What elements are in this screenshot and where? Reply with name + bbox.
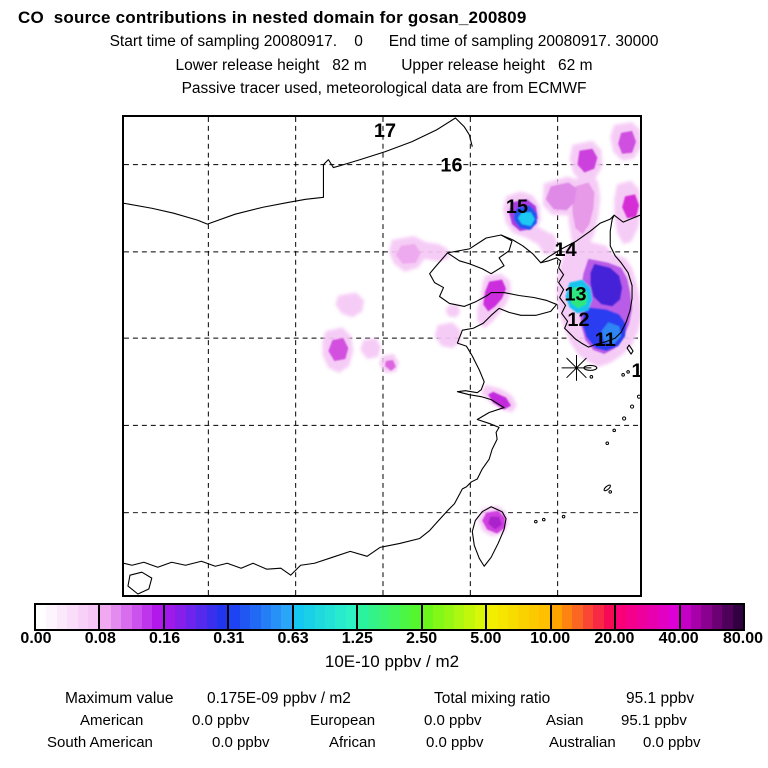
china-coast	[124, 252, 558, 576]
colorbar-segment-9	[616, 605, 681, 629]
trajectory-hour-label: 16	[440, 155, 462, 177]
tracer-info-line: Passive tracer used, meteorological data…	[181, 80, 587, 97]
colorbar-segment-4	[293, 605, 359, 629]
colorbar	[34, 603, 745, 631]
colorbar-segment-3	[229, 605, 294, 629]
colorbar-tick-label: 1.25	[341, 630, 373, 647]
coastline-layer	[124, 117, 640, 595]
trajectory-hour-label: 11	[595, 329, 616, 351]
release-heights-line: Lower release height 82 m Upper release …	[175, 57, 593, 74]
max-value-label: Maximum value	[65, 690, 174, 707]
plume-core-layer	[328, 130, 640, 534]
colorbar-segment-6	[422, 605, 488, 629]
trajectory-hour-label: 14	[555, 239, 577, 261]
region-name: Asian	[546, 712, 584, 729]
taiwan-island	[471, 506, 507, 567]
region-value: 0.0 ppbv	[192, 712, 250, 729]
region-name: Australian	[549, 734, 616, 751]
trajectory-hour-label: 13	[564, 283, 586, 305]
trajectory-hour-label: 1	[632, 360, 640, 382]
colorbar-tick-label: 40.00	[658, 630, 699, 647]
colorbar-tick-label: 80.00	[722, 630, 763, 647]
region-value: 0.0 ppbv	[212, 734, 270, 751]
colorbar-tick-label: 5.00	[470, 630, 502, 647]
trajectory-hour-label: 15	[506, 196, 528, 218]
region-value: 0.0 ppbv	[424, 712, 482, 729]
colorbar-tick-label: 0.16	[148, 630, 181, 647]
colorbar-unit: 10E-10 ppbv / m2	[324, 652, 460, 671]
colorbar-tick-label: 0.63	[277, 630, 309, 647]
trajectory-hour-label: 12	[567, 309, 589, 331]
region-value: 95.1 ppbv	[621, 712, 687, 729]
region-name: American	[80, 712, 144, 729]
max-value: 0.175E-09 ppbv / m2	[207, 690, 351, 707]
small-islands	[534, 370, 640, 524]
colorbar-tick-label: 0.08	[84, 630, 116, 647]
liaodong-peninsula	[446, 234, 513, 275]
colorbar-tick-label: 0.31	[213, 630, 245, 647]
korea-coast	[540, 214, 633, 348]
colorbar-segment-2	[164, 605, 230, 629]
colorbar-segment-7	[487, 605, 552, 629]
trajectory-hour-label: 17	[374, 120, 396, 142]
region-name: European	[310, 712, 376, 729]
colorbar-tick-label: 2.50	[406, 630, 438, 647]
colorbar-tick-label: 10.00	[530, 630, 571, 647]
colorbar-tick-label: 0.00	[20, 630, 52, 647]
region-name: African	[329, 734, 376, 751]
gosan-receptor-star-icon	[561, 355, 592, 381]
tsushima-island	[626, 344, 634, 355]
region-value: 0.0 ppbv	[643, 734, 701, 751]
colorbar-segment-0	[36, 605, 101, 629]
colorbar-segment-1	[100, 605, 165, 629]
ryukyu-island	[603, 484, 612, 492]
figure-title: CO source contributions in nested domain…	[18, 8, 527, 27]
region-value: 0.0 ppbv	[426, 734, 484, 751]
colorbar-segment-5	[358, 605, 423, 629]
north-border-line	[124, 117, 473, 225]
sampling-times-line: Start time of sampling 20080917. 0 End t…	[109, 33, 659, 50]
colorbar-segment-8	[551, 605, 617, 629]
colorbar-tick-label: 20.00	[594, 630, 635, 647]
concentration-map: 17 16 15 14 13 12 11 1	[122, 115, 642, 597]
south-coast-inlet	[127, 571, 153, 595]
total-mixing-ratio-value: 95.1 ppbv	[626, 690, 695, 707]
region-name: South American	[47, 734, 153, 751]
total-mixing-ratio-label: Total mixing ratio	[434, 690, 551, 707]
colorbar-segment-10	[680, 605, 743, 629]
